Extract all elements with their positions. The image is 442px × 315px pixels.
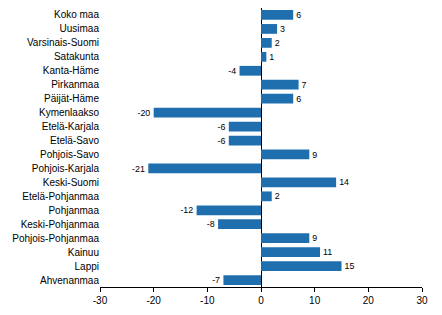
svg-text:11: 11 — [323, 247, 332, 257]
svg-text:-21: -21 — [132, 164, 145, 174]
svg-text:Etelä-Pohjanmaa: Etelä-Pohjanmaa — [22, 191, 99, 202]
svg-text:Pohjois-Pohjanmaa: Pohjois-Pohjanmaa — [12, 233, 99, 244]
svg-text:1: 1 — [269, 52, 274, 62]
svg-text:-4: -4 — [228, 66, 236, 76]
svg-text:15: 15 — [345, 261, 355, 271]
svg-text:3: 3 — [280, 24, 285, 34]
svg-text:30: 30 — [416, 295, 428, 306]
svg-text:Varsinais-Suomi: Varsinais-Suomi — [27, 37, 99, 48]
svg-text:20: 20 — [363, 295, 375, 306]
svg-text:7: 7 — [302, 80, 307, 90]
svg-text:0: 0 — [258, 295, 264, 306]
svg-text:-12: -12 — [180, 205, 193, 215]
svg-text:Keski-Suomi: Keski-Suomi — [43, 177, 99, 188]
svg-text:2: 2 — [275, 191, 280, 201]
svg-text:-8: -8 — [207, 219, 215, 229]
svg-text:Lappi: Lappi — [75, 261, 99, 272]
svg-text:Pirkanmaa: Pirkanmaa — [51, 79, 99, 90]
svg-text:Keski-Pohjanmaa: Keski-Pohjanmaa — [21, 219, 100, 230]
svg-text:Koko maa: Koko maa — [54, 9, 99, 20]
svg-text:Ahvenanmaa: Ahvenanmaa — [40, 275, 99, 286]
svg-text:Kymenlaakso: Kymenlaakso — [39, 107, 99, 118]
svg-text:-20: -20 — [146, 295, 161, 306]
svg-text:Päijät-Häme: Päijät-Häme — [44, 93, 99, 104]
svg-text:-10: -10 — [200, 295, 215, 306]
svg-text:Pohjois-Savo: Pohjois-Savo — [40, 149, 99, 160]
svg-text:6: 6 — [296, 10, 301, 20]
svg-text:9: 9 — [312, 150, 317, 160]
svg-text:Satakunta: Satakunta — [54, 51, 99, 62]
svg-text:-30: -30 — [93, 295, 108, 306]
svg-text:9: 9 — [312, 233, 317, 243]
svg-text:-6: -6 — [218, 122, 226, 132]
svg-text:6: 6 — [296, 94, 301, 104]
svg-text:Etelä-Karjala: Etelä-Karjala — [42, 121, 100, 132]
svg-text:Kanta-Häme: Kanta-Häme — [43, 65, 100, 76]
svg-text:Uusimaa: Uusimaa — [60, 23, 100, 34]
svg-text:-20: -20 — [137, 108, 150, 118]
svg-text:-7: -7 — [212, 275, 220, 285]
svg-text:-6: -6 — [218, 136, 226, 146]
svg-text:14: 14 — [339, 177, 349, 187]
svg-text:Kainuu: Kainuu — [68, 247, 99, 258]
svg-text:2: 2 — [275, 38, 280, 48]
svg-text:10: 10 — [309, 295, 321, 306]
svg-text:Pohjois-Karjala: Pohjois-Karjala — [32, 163, 100, 174]
svg-text:Etelä-Savo: Etelä-Savo — [50, 135, 99, 146]
svg-text:Pohjanmaa: Pohjanmaa — [48, 205, 99, 216]
